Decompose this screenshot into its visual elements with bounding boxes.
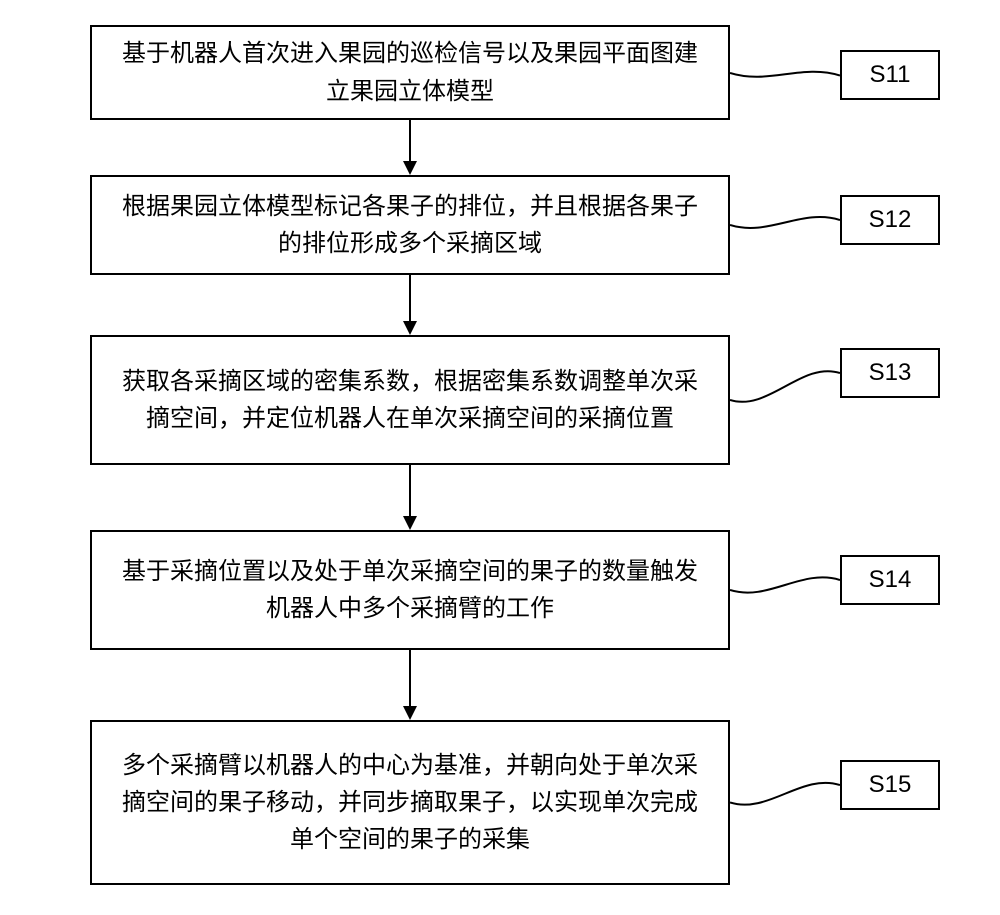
flow-arrow-s12-s13 [396, 275, 424, 335]
flow-label-s15: S15 [840, 760, 940, 810]
flow-arrow-s13-s14 [396, 465, 424, 530]
flow-node-s13: 获取各采摘区域的密集系数，根据密集系数调整单次采摘空间，并定位机器人在单次采摘空… [90, 335, 730, 465]
flow-node-s12: 根据果园立体模型标记各果子的排位，并且根据各果子的排位形成多个采摘区域 [90, 175, 730, 275]
flow-node-s11: 基于机器人首次进入果园的巡检信号以及果园平面图建立果园立体模型 [90, 25, 730, 120]
flow-label-text: S14 [869, 566, 912, 594]
flow-label-text: S15 [869, 771, 912, 799]
flow-node-text: 获取各采摘区域的密集系数，根据密集系数调整单次采摘空间，并定位机器人在单次采摘空… [112, 363, 708, 437]
connector-curve-s14 [730, 565, 840, 605]
connector-curve-s13 [730, 358, 840, 415]
flow-label-text: S12 [869, 206, 912, 234]
flow-label-text: S13 [869, 359, 912, 387]
flow-arrow-s11-s12 [396, 120, 424, 175]
flow-node-text: 根据果园立体模型标记各果子的排位，并且根据各果子的排位形成多个采摘区域 [112, 188, 708, 262]
flow-label-s12: S12 [840, 195, 940, 245]
flow-label-s11: S11 [840, 50, 940, 100]
flow-node-s15: 多个采摘臂以机器人的中心为基准，并朝向处于单次采摘空间的果子移动，并同步摘取果子… [90, 720, 730, 885]
connector-curve-s11 [730, 58, 840, 91]
flow-node-s14: 基于采摘位置以及处于单次采摘空间的果子的数量触发机器人中多个采摘臂的工作 [90, 530, 730, 650]
flow-label-s14: S14 [840, 555, 940, 605]
flow-node-text: 多个采摘臂以机器人的中心为基准，并朝向处于单次采摘空间的果子移动，并同步摘取果子… [112, 747, 708, 859]
flow-node-text: 基于机器人首次进入果园的巡检信号以及果园平面图建立果园立体模型 [112, 35, 708, 109]
flowchart-canvas: 基于机器人首次进入果园的巡检信号以及果园平面图建立果园立体模型 S11 根据果园立体… [0, 0, 1000, 915]
flow-label-text: S11 [870, 61, 911, 89]
flow-node-text: 基于采摘位置以及处于单次采摘空间的果子的数量触发机器人中多个采摘臂的工作 [112, 553, 708, 627]
connector-curve-s15 [730, 770, 840, 818]
flow-arrow-s14-s15 [396, 650, 424, 720]
flow-label-s13: S13 [840, 348, 940, 398]
connector-curve-s12 [730, 205, 840, 240]
